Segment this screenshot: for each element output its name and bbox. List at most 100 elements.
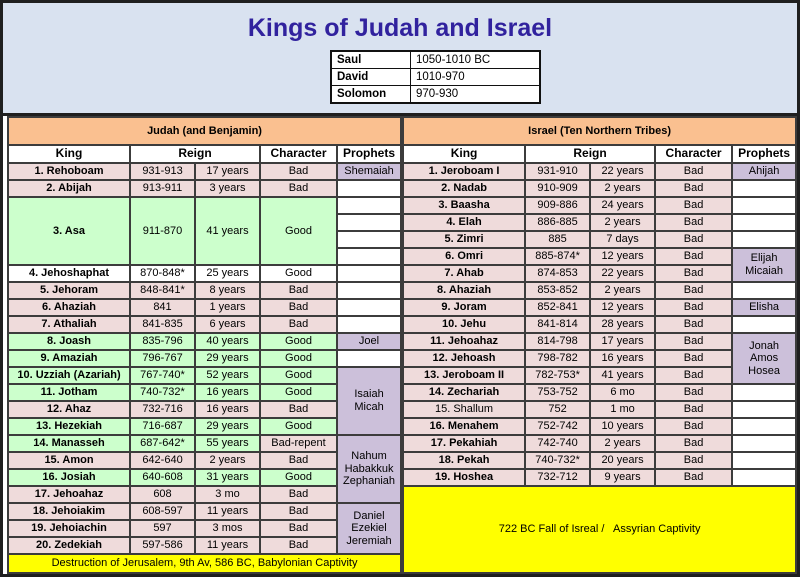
prophet-name: Micah	[354, 401, 384, 413]
reign-length-cell: 12 years	[589, 247, 657, 266]
reign-length-cell: 11 years	[194, 536, 261, 555]
king-row: 17. Pekahiah 742-740 2 years Bad	[402, 434, 798, 453]
reign-length-cell: 29 years	[194, 417, 261, 436]
prophet-name: Ahijah	[748, 165, 780, 178]
king-row: 7. Ahab 874-853 22 years Bad	[402, 264, 796, 283]
reign-dates-cell: 740-732*	[129, 383, 196, 402]
king-name-cell: 19. Hoshea	[402, 468, 527, 487]
reign-dates-cell: 911-870	[129, 196, 196, 266]
character-cell: Bad-repent	[259, 434, 338, 453]
reign-dates-cell: 870-848*	[129, 264, 196, 283]
column-header-row: King Reign Character Prophets	[7, 144, 403, 164]
table-caption: Israel (Ten Northern Tribes)	[402, 116, 798, 146]
king-row: 18. Pekah 740-732* 20 years Bad	[402, 451, 798, 470]
reign-length-cell: 55 years	[194, 434, 261, 453]
reign-length-cell: 2 years	[589, 281, 657, 300]
king-row: 4. Jehoshaphat 870-848* 25 years Good	[7, 264, 403, 283]
reign-dates-cell: 753-752	[524, 383, 592, 402]
page-title: Kings of Judah and Israel	[247, 14, 553, 42]
king-row: 8. Joash 835-796 40 years Good Joel	[7, 332, 403, 351]
character-cell: Bad	[654, 383, 734, 402]
king-name-cell: 15. Amon	[7, 451, 131, 470]
prophets-cell	[335, 247, 403, 266]
character-cell: Bad	[259, 536, 338, 555]
caption-suffix: (and Benjamin)	[179, 124, 262, 137]
king-name-cell: 15. Shallum	[402, 400, 527, 419]
reign-dates-cell: 931-910	[524, 162, 592, 181]
character-cell: Good	[259, 264, 338, 283]
reign-length-cell: 6 mo	[589, 383, 657, 402]
character-cell: Bad	[259, 162, 338, 181]
prophets-cell: Elisha	[731, 298, 798, 317]
character-cell: Bad	[654, 332, 734, 351]
prophets-cell	[335, 349, 403, 368]
king-name-cell: 11. Jotham	[7, 383, 131, 402]
reign-length-cell: 6 years	[194, 315, 261, 334]
reign-length-cell: 41 years	[589, 366, 657, 385]
king-row: 13. Jeroboam II 782-753* 41 years Bad	[402, 366, 796, 385]
character-cell: Bad	[654, 281, 734, 300]
king-name-cell: 8. Joash	[7, 332, 131, 351]
prophets-cell	[731, 417, 798, 436]
character-cell: Bad	[654, 434, 734, 453]
character-cell: Bad	[654, 366, 734, 385]
king-name-cell: 1. Rehoboam	[7, 162, 131, 181]
reign-length-cell: 2 years	[589, 213, 657, 232]
character-cell: Bad	[654, 264, 734, 283]
reign-length-cell: 3 mo	[194, 485, 261, 504]
reign-dates-cell: 931-913	[129, 162, 196, 181]
reign-length-cell: 3 mos	[194, 519, 261, 538]
prophet-name: Amos	[750, 352, 779, 365]
column-header-row: King Reign Character Prophets	[402, 144, 798, 164]
king-row	[8, 230, 403, 249]
king-name-cell: 8. Ahaziah	[402, 281, 527, 300]
king-row: 18. Jehoiakim 608-597 11 years Bad Daniel Eze…	[7, 502, 403, 555]
king-name-cell: 5. Zimri	[402, 230, 527, 249]
prophet-name: Elijah	[750, 252, 778, 265]
reign-dates-cell: 909-886	[524, 196, 592, 215]
reign-length-cell: 2 years	[194, 451, 261, 470]
king-row: 10. Uzziah (Azariah) 767-740* 52 years Good…	[7, 366, 403, 436]
king-row: 5. Jehoram 848-841* 8 years Bad	[7, 281, 403, 300]
king-row: 12. Ahaz 732-716 16 years Bad	[7, 400, 401, 419]
king-name-cell: 18. Jehoiakim	[7, 502, 131, 521]
king-row	[8, 247, 403, 266]
header-banner: Kings of Judah and Israel Saul 1050-1010…	[3, 3, 797, 116]
prophets-cell	[335, 264, 403, 283]
character-cell: Bad	[259, 485, 338, 504]
prophet-name: Zephaniah	[343, 475, 396, 488]
king-row: 1. Jeroboam I 931-910 22 years Bad Ahijah	[402, 162, 798, 181]
character-cell: Bad	[259, 315, 338, 334]
king-name-cell: 4. Elah	[402, 213, 527, 232]
king-name-cell: 9. Amaziah	[7, 349, 131, 368]
reign-dates-cell: 852-841	[524, 298, 592, 317]
prophets-cell	[335, 196, 403, 215]
table-caption-row: Judah (and Benjamin)	[6, 116, 403, 146]
prophet-name: Nahum	[351, 450, 387, 463]
reign-dates-cell: 608	[129, 485, 196, 504]
king-row: 2. Abijah 913-911 3 years Bad	[7, 179, 403, 198]
character-cell: Bad	[654, 162, 734, 181]
reign-dates-cell: 886-885	[524, 213, 592, 232]
king-name-cell: 14. Zechariah	[402, 383, 527, 402]
prophets-cell: Elijah Micaiah	[731, 247, 798, 283]
reign-length-cell: 16 years	[194, 400, 261, 419]
reign-dates-cell: 910-909	[524, 179, 592, 198]
king-name-cell: 3. Asa	[7, 196, 131, 266]
character-cell: Good	[259, 366, 338, 385]
prophet-name: Jeremiah	[346, 534, 392, 547]
reign-dates-cell: 814-798	[524, 332, 592, 351]
reign-dates-cell: 597-586	[129, 536, 196, 555]
reign-length-cell: 16 years	[589, 349, 657, 368]
king-row: 14. Zechariah 753-752 6 mo Bad	[402, 383, 798, 402]
character-cell: Good	[259, 196, 338, 266]
king-row: 17. Jehoahaz 608 3 mo Bad	[7, 485, 401, 504]
united-king-reign: 1010-970	[410, 68, 541, 86]
king-row: 15. Shallum 752 1 mo Bad	[402, 400, 798, 419]
king-name-cell: 7. Athaliah	[7, 315, 131, 334]
king-row: 11. Jotham 740-732* 16 years Good	[7, 383, 401, 402]
judah-table: Judah (and Benjamin) King Reign Character Pr…	[6, 116, 403, 574]
prophet-name: Shemaiah	[344, 165, 394, 178]
reign-length-cell: 1 years	[194, 298, 261, 317]
reign-dates-cell: 874-853	[524, 264, 592, 283]
